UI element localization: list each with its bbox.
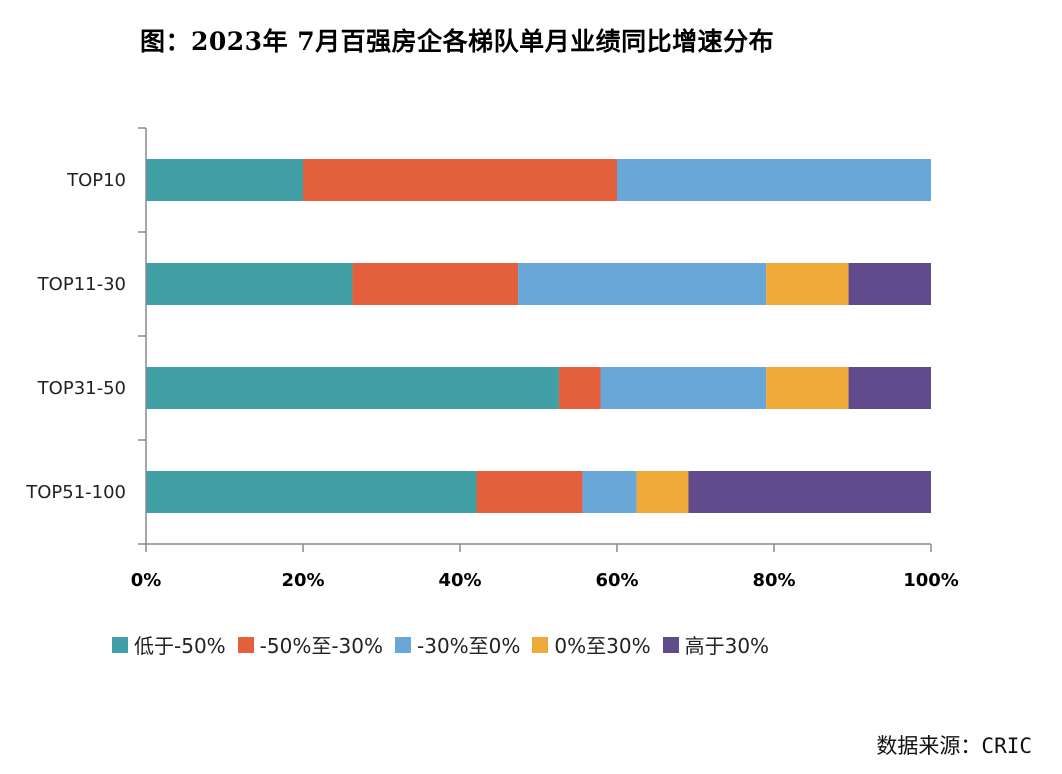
bar-segment-top31-50-s4 [848, 367, 931, 409]
x-tick-label: 0% [131, 570, 162, 591]
x-tick-label: 100% [903, 570, 959, 591]
axes-group [138, 127, 932, 552]
bar-segment-top31-50-s0 [146, 367, 559, 409]
bar-segment-top11-30-s1 [352, 263, 519, 305]
bar-segment-top51-100-s4 [688, 471, 931, 513]
legend-item-2: -30%至0% [395, 630, 520, 659]
bar-segment-top11-30-s4 [848, 263, 931, 305]
legend-label: 0%至30% [554, 634, 651, 658]
bar-segment-top51-100-s1 [476, 471, 583, 513]
legend-label: -30%至0% [417, 634, 521, 658]
legend-label: -50%至-30% [259, 634, 384, 658]
legend: 低于-50% -50%至-30% -30%至0% 0%至30% 高于30% [112, 630, 781, 659]
legend-swatch [237, 636, 254, 653]
x-tick-label: 60% [595, 570, 638, 591]
bar-segment-top10-s1 [303, 159, 617, 201]
x-tick-label: 20% [281, 570, 324, 591]
bar-segment-top11-30-s3 [766, 263, 849, 305]
legend-swatch [662, 636, 679, 653]
y-labels-group: TOP10 TOP11-30 TOP31-50 TOP51-100 [25, 170, 126, 503]
legend-item-0: 低于-50% [112, 630, 226, 659]
bar-segment-top31-50-s3 [766, 367, 849, 409]
legend-label: 低于-50% [134, 634, 226, 658]
legend-swatch [112, 636, 128, 653]
source-note: 数据来源：CRIC [876, 734, 1032, 758]
x-labels-group: 0% 20% 40% 60% 80% 100% [131, 570, 959, 591]
bar-segment-top11-30-s0 [146, 263, 353, 305]
legend-label: 高于30% [684, 634, 770, 658]
bar-segment-top11-30-s2 [518, 263, 767, 305]
x-tick-label: 80% [752, 570, 795, 591]
x-tick-label: 40% [438, 570, 481, 591]
y-tick-label: TOP31-50 [37, 378, 126, 399]
y-tick-label: TOP10 [66, 170, 126, 191]
bar-segment-top31-50-s1 [558, 367, 601, 409]
bar-segment-top51-100-s0 [146, 471, 477, 513]
bar-segment-top10-s2 [617, 159, 931, 201]
legend-item-4: 高于30% [662, 630, 770, 659]
bar-segment-top51-100-s3 [636, 471, 689, 513]
bar-segment-top51-100-s2 [582, 471, 637, 513]
y-tick-label: TOP51-100 [25, 482, 126, 503]
bar-segment-top31-50-s2 [600, 367, 767, 409]
chart-title: 图：2023年 7月百强房企各梯队单月业绩同比增速分布 [140, 27, 775, 56]
legend-swatch [532, 636, 549, 653]
legend-item-1: -50%至-30% [237, 630, 384, 659]
y-tick-label: TOP11-30 [37, 274, 126, 295]
legend-swatch [395, 636, 412, 653]
bars-group [146, 159, 931, 513]
bar-segment-top10-s0 [146, 159, 303, 201]
legend-item-3: 0%至30% [532, 630, 651, 659]
